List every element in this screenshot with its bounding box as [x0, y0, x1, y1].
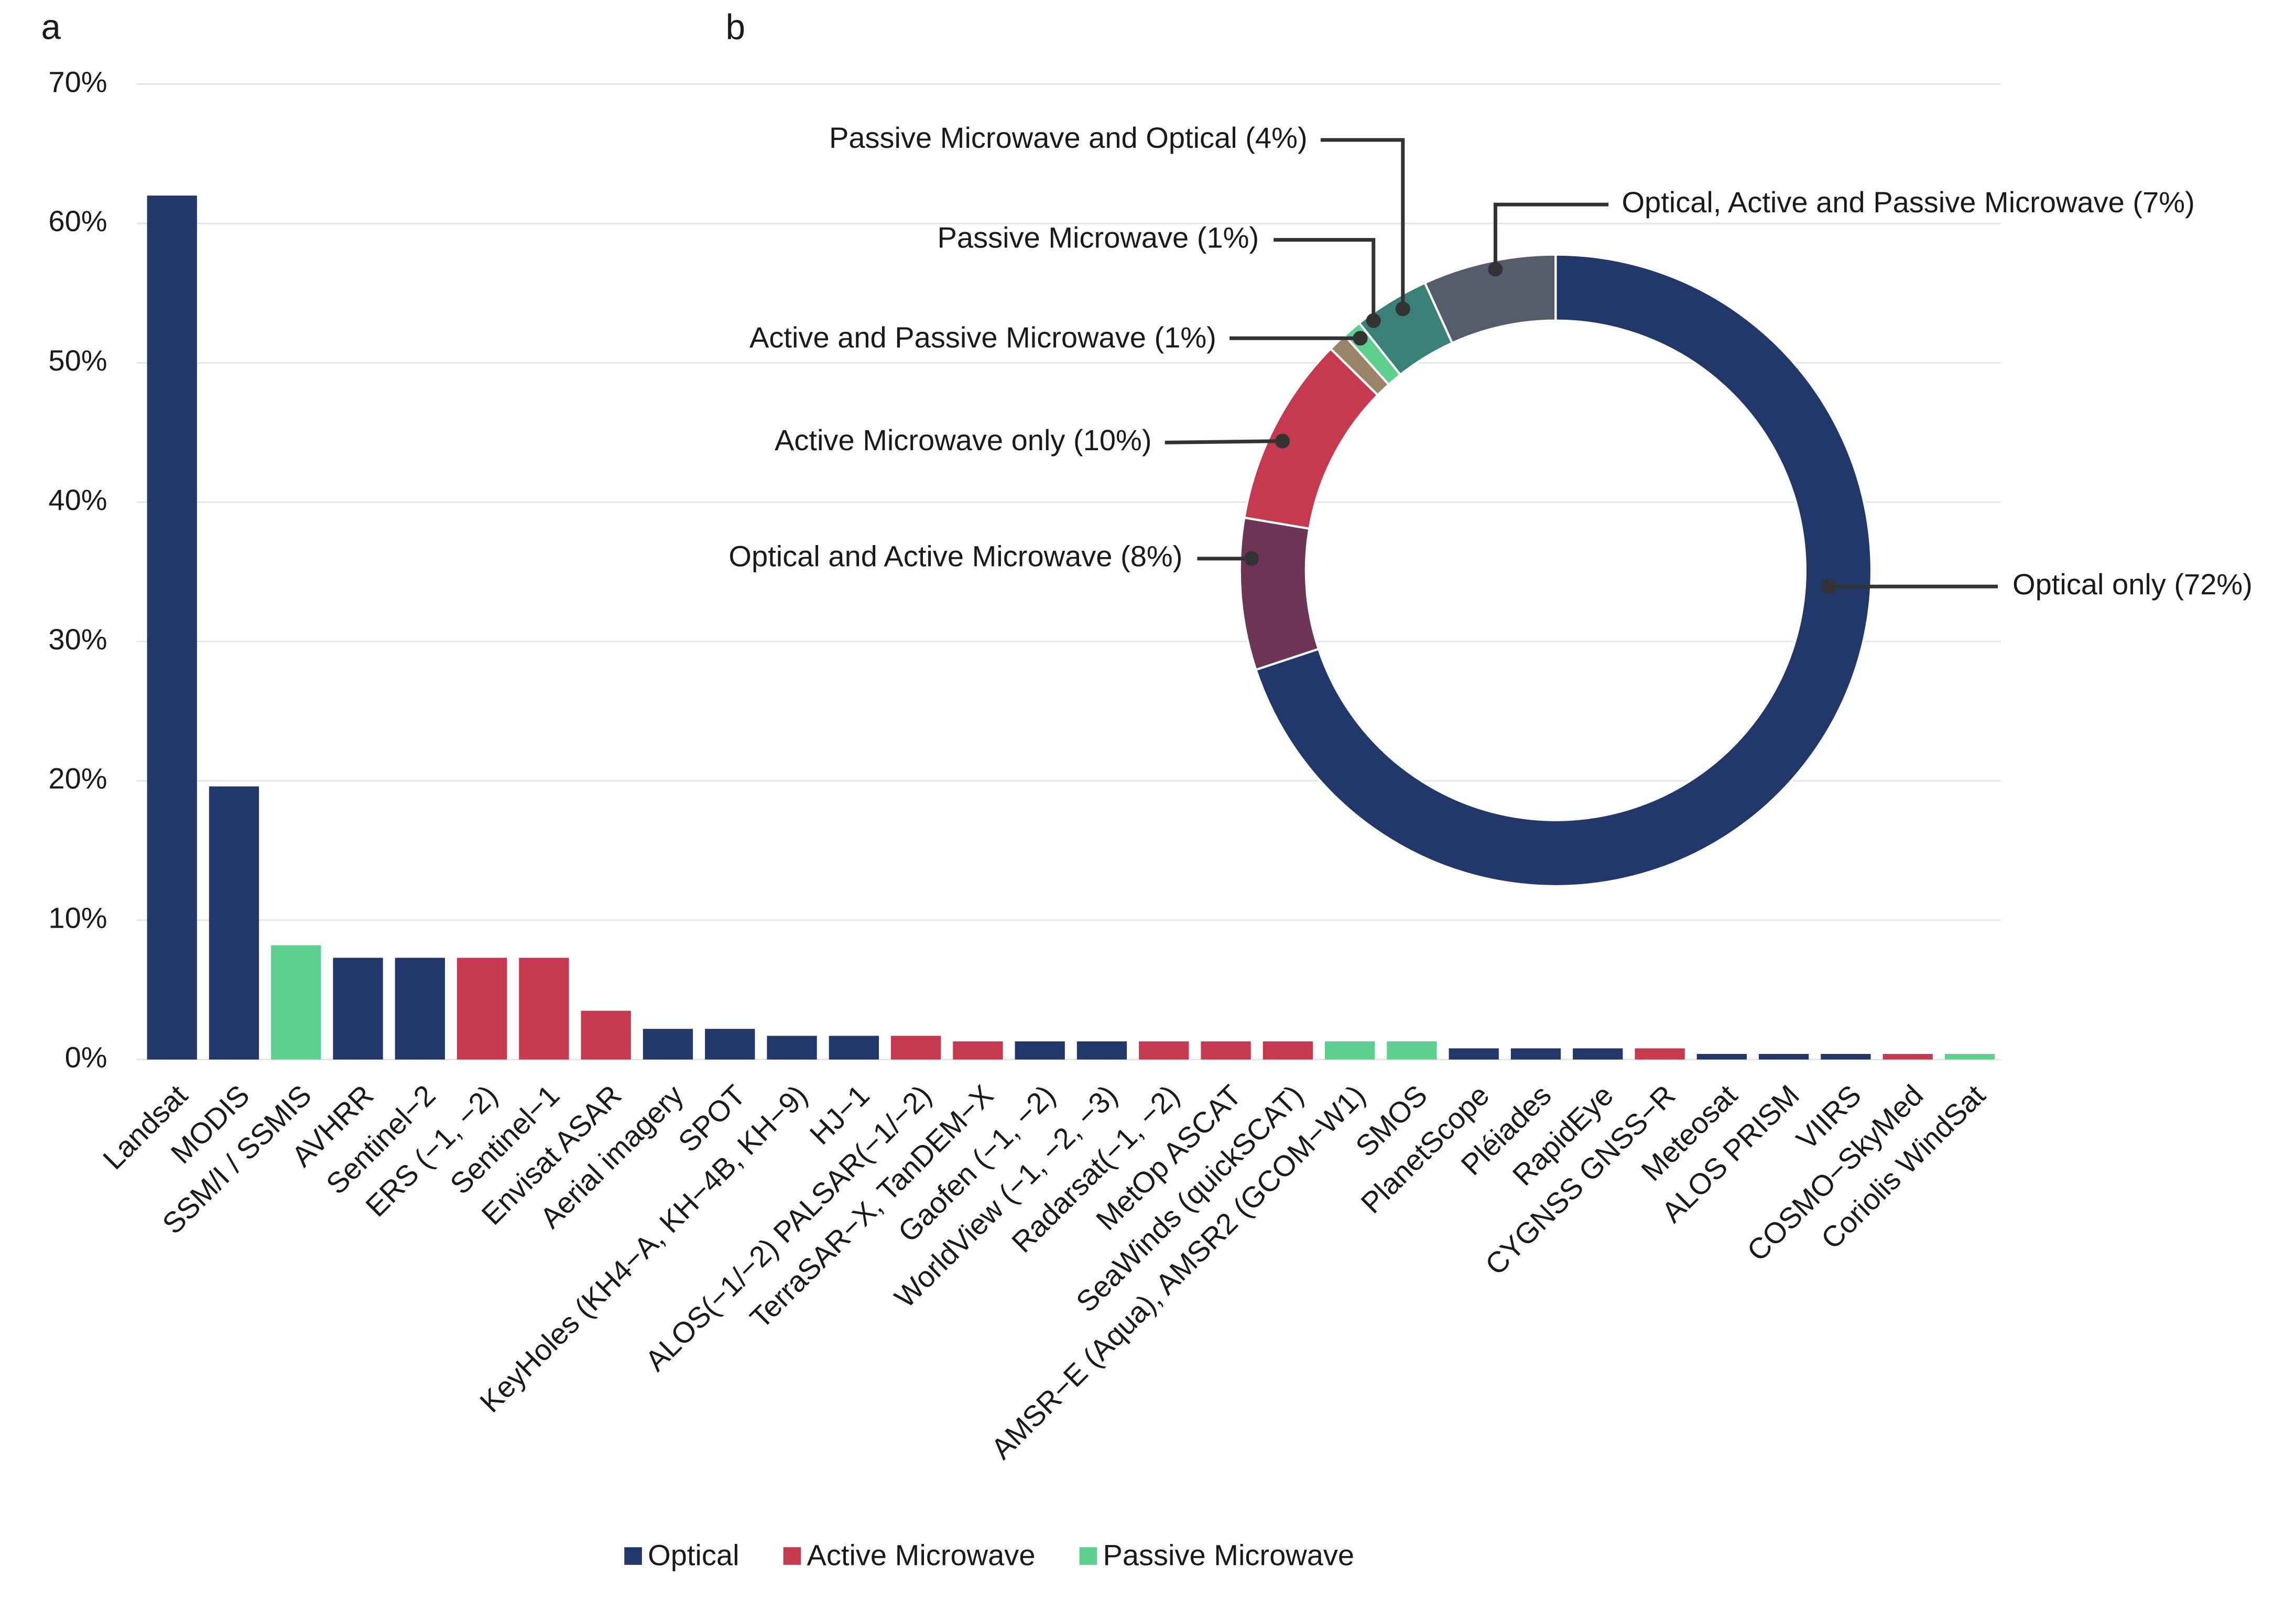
bar	[1573, 1048, 1623, 1060]
legend-label: Optical	[648, 1539, 739, 1572]
bar	[1015, 1041, 1065, 1060]
y-tick-label: 50%	[48, 344, 107, 377]
leader-line	[1165, 439, 1283, 444]
bar	[1635, 1048, 1685, 1060]
bar	[519, 958, 569, 1060]
bar	[1449, 1048, 1499, 1060]
leader-dot	[1821, 579, 1836, 594]
bar	[1076, 1041, 1127, 1060]
bar	[271, 945, 321, 1060]
donut-slice	[1423, 253, 1557, 345]
bar	[1324, 1041, 1375, 1060]
leader-line	[1274, 238, 1376, 321]
y-tick-label: 10%	[48, 901, 107, 934]
bar	[333, 958, 383, 1060]
legend-swatch	[1079, 1547, 1097, 1565]
slice-label: Optical, Active and Passive Microwave (7…	[1622, 186, 2194, 219]
bar	[1387, 1041, 1437, 1060]
bar	[1882, 1053, 1933, 1060]
legend-swatch	[624, 1547, 642, 1565]
bar	[147, 195, 197, 1060]
bar	[1510, 1048, 1561, 1060]
bar	[581, 1010, 631, 1060]
y-tick-label: 30%	[48, 623, 107, 656]
bar	[890, 1036, 941, 1060]
bar	[767, 1036, 817, 1060]
leader-dot	[1395, 301, 1410, 317]
donut-slice	[1238, 516, 1320, 671]
y-tick-label: 40%	[48, 483, 107, 516]
leader-line	[1493, 202, 1609, 269]
leader-dot	[1488, 262, 1503, 277]
bar	[1263, 1041, 1313, 1060]
bar	[456, 958, 507, 1060]
slice-label: Optical and Active Microwave (8%)	[728, 540, 1182, 573]
slice-label: Passive Microwave (1%)	[938, 221, 1259, 254]
donut-slice	[1254, 253, 1873, 887]
slice-label: Optical only (72%)	[2012, 568, 2253, 601]
bar	[829, 1036, 879, 1060]
bar	[1139, 1041, 1189, 1060]
bar	[1696, 1053, 1747, 1060]
slice-label: Active and Passive Microwave (1%)	[749, 321, 1216, 354]
leader-dot	[1366, 313, 1381, 328]
bar	[643, 1029, 693, 1060]
legend-label: Active Microwave	[807, 1539, 1035, 1572]
legend-swatch	[783, 1547, 801, 1565]
slice-label: Active Microwave only (10%)	[775, 423, 1151, 456]
bar	[1758, 1053, 1809, 1060]
leader-dot	[1275, 433, 1290, 449]
y-tick-label: 20%	[48, 762, 107, 795]
bar	[705, 1029, 755, 1060]
leader-dot	[1244, 551, 1259, 566]
bar	[953, 1041, 1003, 1060]
y-tick-label: 60%	[48, 204, 107, 237]
panel-label: a	[41, 8, 61, 47]
leader-line	[1320, 138, 1405, 309]
bar	[1201, 1041, 1251, 1060]
bar	[209, 786, 259, 1060]
panel-label: b	[726, 8, 745, 47]
legend-label: Passive Microwave	[1103, 1539, 1354, 1572]
bar	[395, 958, 445, 1060]
bar	[1821, 1053, 1871, 1060]
slice-label: Passive Microwave and Optical (4%)	[829, 121, 1308, 154]
leader-dot	[1353, 331, 1368, 346]
bar	[1944, 1053, 1995, 1060]
y-tick-label: 70%	[48, 65, 107, 98]
y-tick-label: 0%	[65, 1040, 107, 1073]
